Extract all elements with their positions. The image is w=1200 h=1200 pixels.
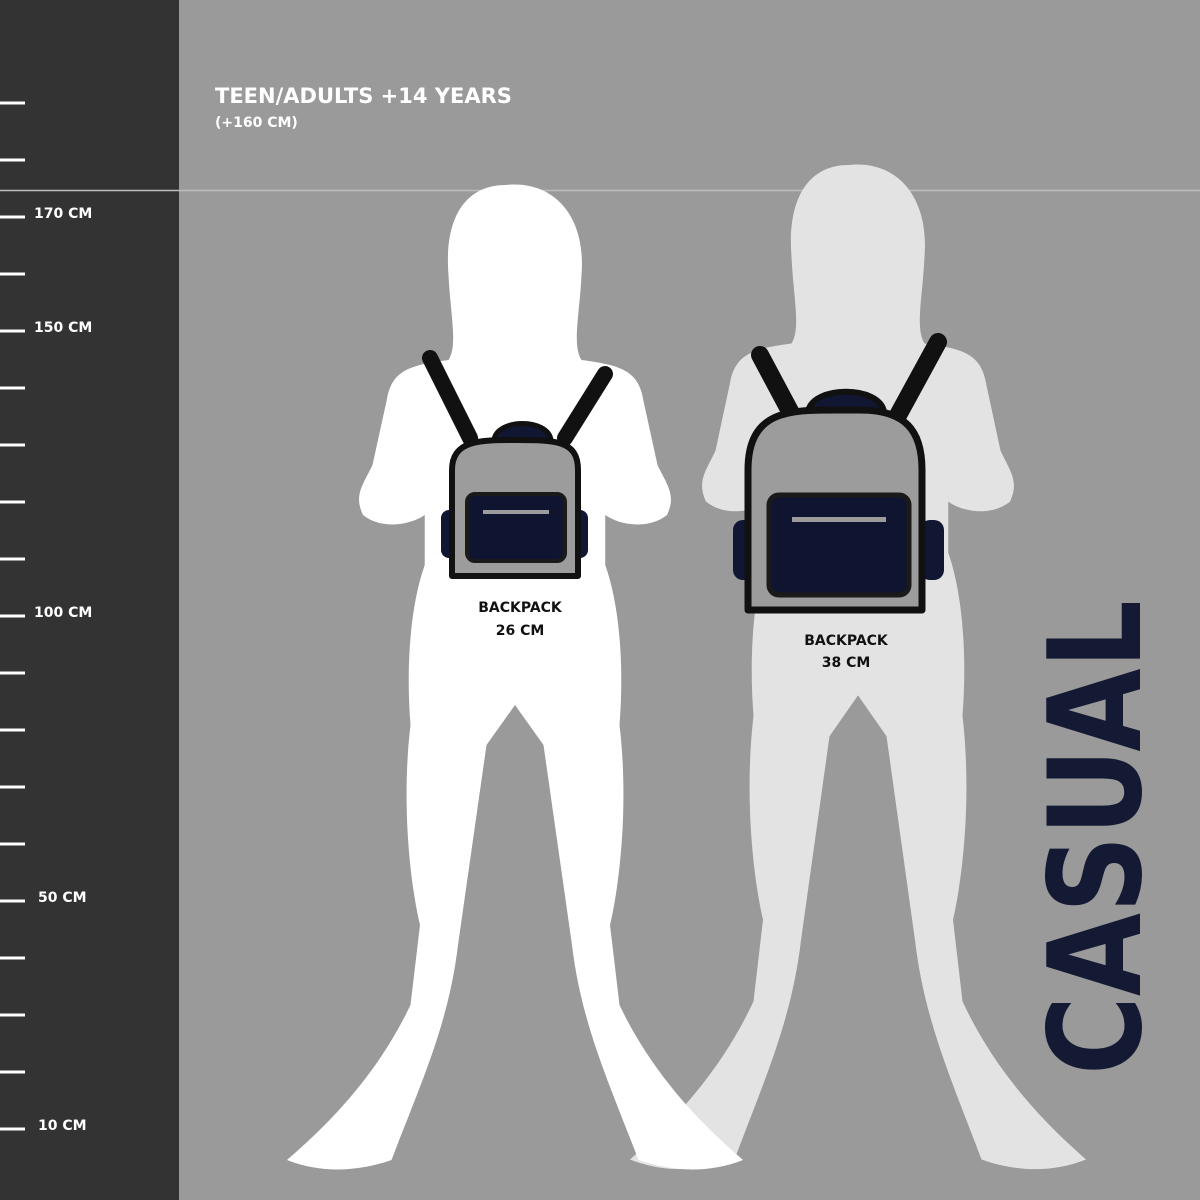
ruler-label-50: 50 CM xyxy=(38,890,87,906)
ruler-tick xyxy=(0,272,25,276)
backpack-large-label: BACKPACK xyxy=(804,633,889,649)
figure-teen-small: BACKPACK 26 CM xyxy=(287,184,743,1170)
ruler-tick xyxy=(0,614,25,618)
ruler-tick xyxy=(0,1013,25,1017)
page-title: TEEN/ADULTS +14 YEARS xyxy=(215,84,512,108)
ruler-label-10: 10 CM xyxy=(38,1118,87,1134)
backpack-small-size: 26 CM xyxy=(496,623,545,639)
backpack-small-icon xyxy=(422,350,613,579)
ruler-tick xyxy=(0,785,25,789)
brand-casual-logo: CASUAL xyxy=(1022,600,1171,1075)
ruler-tick xyxy=(0,557,25,561)
ruler-label-150: 150 CM xyxy=(34,320,92,336)
figure-adult-large: BACKPACK 38 CM xyxy=(630,164,1086,1170)
page-subtitle: (+160 CM) xyxy=(215,115,298,131)
ruler-tick xyxy=(0,101,25,105)
ruler-label-100: 100 CM xyxy=(34,605,92,621)
ruler-tick xyxy=(0,956,25,960)
ruler-tick xyxy=(0,671,25,675)
ruler-tick xyxy=(0,1127,25,1131)
ruler-ticks xyxy=(0,101,25,1131)
ruler-tick xyxy=(0,842,25,846)
ruler-tick xyxy=(0,329,25,333)
ruler-tick xyxy=(0,158,25,162)
backpack-large-size: 38 CM xyxy=(822,655,871,671)
backpack-large-icon xyxy=(733,333,947,614)
ruler-tick xyxy=(0,728,25,732)
ruler-label-170: 170 CM xyxy=(34,206,92,222)
ruler-tick xyxy=(0,215,25,219)
ruler-panel xyxy=(0,0,179,1200)
ruler-tick xyxy=(0,386,25,390)
ruler-tick xyxy=(0,500,25,504)
backpack-small-label: BACKPACK xyxy=(478,600,563,616)
ruler-tick xyxy=(0,443,25,447)
ruler-tick xyxy=(0,899,25,903)
ruler-tick xyxy=(0,1070,25,1074)
